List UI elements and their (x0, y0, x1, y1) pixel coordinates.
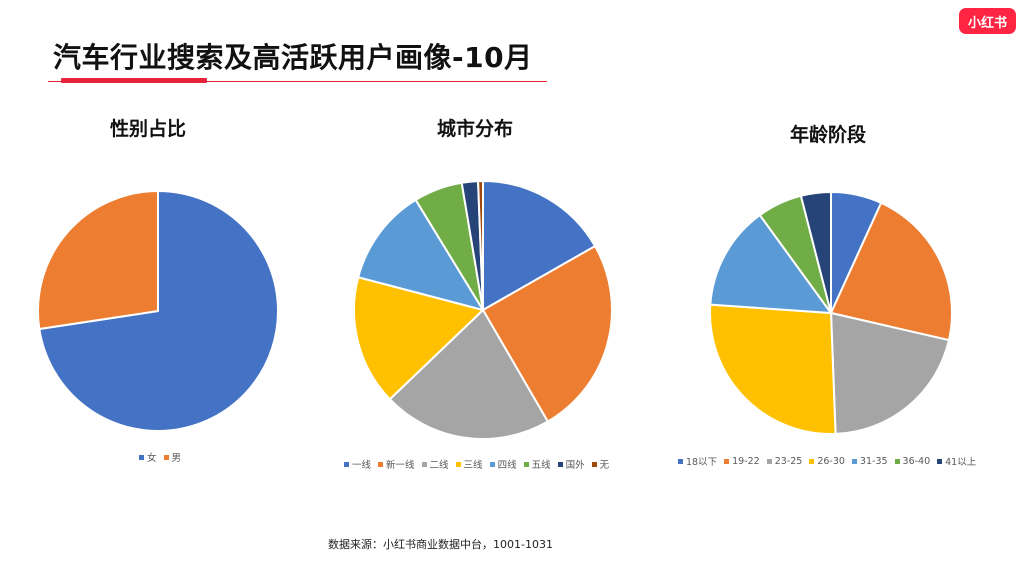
pie-slice-tier2 (388, 309, 549, 440)
title-accent-bar (61, 78, 207, 83)
legend-swatch (378, 461, 384, 467)
legend-age: 18以下 19-22 23-25 26-30 31-35 36-40 41以上 (678, 454, 983, 468)
legend-item-31-35: 31-35 (851, 455, 888, 467)
legend-swatch (809, 458, 815, 464)
xiaohongshu-logo: 小红书 (959, 8, 1016, 34)
legend-label: 女 (147, 453, 157, 464)
legend-item-male: 男 (163, 450, 182, 464)
pie-slice-26-30 (709, 303, 837, 435)
pie-slice-none (477, 180, 484, 311)
legend-label: 五线 (531, 460, 551, 471)
legend-item-tier3: 三线 (455, 457, 483, 471)
chart-title-city: 城市分布 (437, 118, 514, 140)
chart-title-age: 年龄阶段 (790, 124, 867, 146)
pie-slice-31-35 (709, 214, 832, 314)
legend-label: 四线 (497, 460, 517, 471)
legend-swatch (937, 458, 943, 464)
pie-slice-19-22 (830, 201, 953, 342)
legend-item-none: 无 (591, 457, 610, 471)
legend-label: 三线 (463, 460, 483, 471)
pie-slice-new-tier1 (482, 245, 613, 423)
legend-label: 新一线 (386, 460, 415, 471)
pie-slice-tier3 (353, 276, 484, 401)
legend-swatch (678, 458, 683, 464)
legend-swatch (344, 461, 349, 467)
legend-swatch (591, 461, 597, 467)
legend-item-19-22: 19-22 (724, 456, 760, 467)
legend-label: 36-40 (902, 455, 931, 467)
legend-label: 无 (599, 460, 610, 471)
legend-swatch (557, 461, 563, 467)
legend-label: 31-35 (859, 455, 888, 467)
legend-label: 19-22 (732, 455, 760, 467)
legend-label: 41以上 (945, 457, 977, 468)
chart-title-gender: 性别占比 (110, 118, 187, 140)
legend-swatch (139, 454, 144, 460)
legend-item-tier2: 二线 (421, 457, 449, 471)
legend-city: 一线 新一线 二线 三线 四线 五线 国外 无 (344, 457, 616, 471)
data-source-note: 数据来源：小红书商业数据中台，1001-1031 (328, 538, 553, 551)
legend-swatch (766, 458, 772, 464)
pie-slice-tier1 (482, 180, 597, 311)
pie-chart-age (709, 191, 953, 435)
pie-chart-city (353, 180, 613, 440)
legend-item-overseas: 国外 (557, 457, 585, 471)
legend-item-tier4: 四线 (489, 457, 517, 471)
legend-gender: 女男 (139, 450, 188, 464)
page-title: 汽车行业搜索及高活跃用户画像-10月 (53, 41, 533, 74)
legend-swatch (724, 458, 730, 464)
legend-item-female: 女 (139, 450, 157, 464)
legend-swatch (851, 458, 857, 464)
legend-swatch (489, 461, 495, 467)
pie-slice-male (37, 190, 159, 331)
legend-item-36-40: 36-40 (894, 455, 931, 467)
legend-item-26-30: 26-30 (809, 456, 845, 467)
legend-label: 二线 (429, 460, 449, 471)
legend-swatch (455, 461, 461, 467)
legend-label: 26-30 (817, 455, 845, 467)
pie-slice-23-25 (830, 312, 950, 435)
pie-slice-over41 (799, 191, 832, 314)
legend-label: 23-25 (774, 455, 803, 467)
legend-item-tier1: 一线 (344, 457, 371, 471)
legend-label: 18以下 (686, 457, 718, 468)
legend-item-under18: 18以下 (678, 454, 717, 468)
legend-item-new-tier1: 新一线 (378, 457, 415, 471)
title-underline (48, 81, 547, 82)
legend-swatch (421, 461, 427, 467)
legend-swatch (894, 458, 900, 464)
legend-item-tier5: 五线 (523, 457, 551, 471)
legend-swatch (163, 454, 169, 460)
legend-label: 男 (171, 453, 182, 464)
pie-chart-gender (37, 190, 279, 432)
legend-label: 一线 (352, 460, 372, 471)
pie-slice-tier4 (357, 198, 484, 311)
legend-item-23-25: 23-25 (766, 455, 803, 467)
legend-swatch (523, 461, 529, 467)
legend-item-over41: 41以上 (937, 454, 976, 468)
legend-label: 国外 (565, 460, 585, 471)
